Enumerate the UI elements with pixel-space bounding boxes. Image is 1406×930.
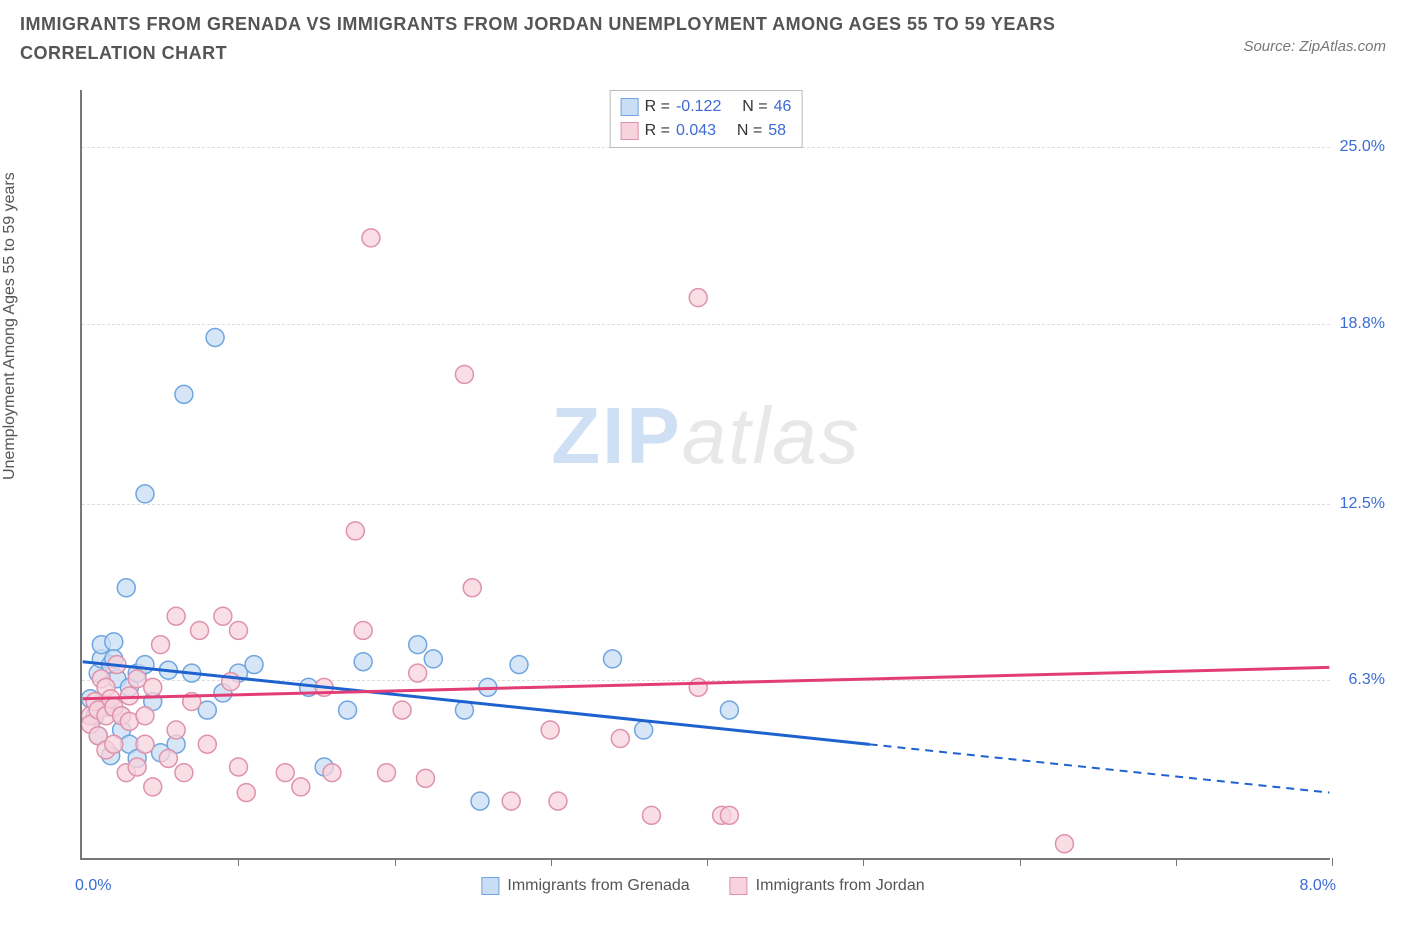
- data-point: [144, 778, 162, 796]
- data-point: [105, 735, 123, 753]
- legend-series: Immigrants from Grenada Immigrants from …: [481, 877, 924, 895]
- data-point: [120, 687, 138, 705]
- x-tick: [1332, 858, 1333, 866]
- legend-label: Immigrants from Jordan: [756, 877, 925, 895]
- x-tick: [1020, 858, 1021, 866]
- data-point: [362, 229, 380, 247]
- data-point: [346, 522, 364, 540]
- data-point: [549, 792, 567, 810]
- legend-label: Immigrants from Grenada: [507, 877, 689, 895]
- header: IMMIGRANTS FROM GRENADA VS IMMIGRANTS FR…: [0, 0, 1406, 68]
- x-tick: [1176, 858, 1177, 866]
- data-point: [128, 758, 146, 776]
- data-point: [409, 664, 427, 682]
- legend-item-jordan: Immigrants from Jordan: [730, 877, 925, 895]
- data-point: [117, 579, 135, 597]
- data-point: [689, 289, 707, 307]
- r-label: R =: [645, 119, 670, 143]
- r-label: R =: [645, 95, 670, 119]
- x-tick: [551, 858, 552, 866]
- data-point: [720, 806, 738, 824]
- data-point: [276, 764, 294, 782]
- chart-container: Unemployment Among Ages 55 to 59 years R…: [20, 80, 1386, 890]
- x-tick: [238, 858, 239, 866]
- data-point: [339, 701, 357, 719]
- data-point: [409, 636, 427, 654]
- n-value: 58: [768, 119, 786, 143]
- x-tick: [395, 858, 396, 866]
- y-axis-label: Unemployment Among Ages 55 to 59 years: [1, 172, 19, 480]
- data-point: [378, 764, 396, 782]
- data-point: [354, 653, 372, 671]
- data-point: [144, 678, 162, 696]
- data-point: [136, 735, 154, 753]
- data-point: [292, 778, 310, 796]
- swatch-jordan-icon: [730, 877, 748, 895]
- data-point: [1055, 835, 1073, 853]
- data-point: [237, 784, 255, 802]
- plot-area: R = -0.122 N = 46 R = 0.043 N = 58 ZIPat…: [80, 90, 1330, 860]
- r-value: -0.122: [676, 95, 721, 119]
- legend-stats: R = -0.122 N = 46 R = 0.043 N = 58: [610, 90, 803, 148]
- swatch-jordan: [621, 122, 639, 140]
- y-tick-label: 18.8%: [1340, 315, 1385, 333]
- data-point: [136, 707, 154, 725]
- data-point: [463, 579, 481, 597]
- n-label: N =: [742, 95, 767, 119]
- legend-row-jordan: R = 0.043 N = 58: [621, 119, 792, 143]
- data-point: [393, 701, 411, 719]
- chart-title: IMMIGRANTS FROM GRENADA VS IMMIGRANTS FR…: [20, 10, 1140, 68]
- data-point: [159, 749, 177, 767]
- x-axis-max-label: 8.0%: [1300, 877, 1336, 895]
- r-value: 0.043: [676, 119, 716, 143]
- scatter-svg: [82, 90, 1330, 858]
- data-point: [191, 621, 209, 639]
- data-point: [214, 607, 232, 625]
- data-point: [136, 485, 154, 503]
- source-attribution: Source: ZipAtlas.com: [1243, 38, 1386, 55]
- y-tick-label: 25.0%: [1340, 138, 1385, 156]
- data-point: [229, 621, 247, 639]
- data-point: [245, 656, 263, 674]
- data-point: [455, 365, 473, 383]
- data-point: [323, 764, 341, 782]
- data-point: [502, 792, 520, 810]
- data-point: [175, 764, 193, 782]
- data-point: [604, 650, 622, 668]
- legend-row-grenada: R = -0.122 N = 46: [621, 95, 792, 119]
- x-axis-min-label: 0.0%: [75, 877, 111, 895]
- data-point: [152, 636, 170, 654]
- data-point: [198, 735, 216, 753]
- swatch-grenada: [621, 98, 639, 116]
- data-point: [417, 769, 435, 787]
- data-point: [167, 607, 185, 625]
- data-point: [424, 650, 442, 668]
- data-point: [105, 633, 123, 651]
- swatch-grenada-icon: [481, 877, 499, 895]
- data-point: [354, 621, 372, 639]
- data-point: [642, 806, 660, 824]
- x-tick: [863, 858, 864, 866]
- data-point: [471, 792, 489, 810]
- data-point: [611, 730, 629, 748]
- data-point: [689, 678, 707, 696]
- data-point: [510, 656, 528, 674]
- legend-item-grenada: Immigrants from Grenada: [481, 877, 689, 895]
- y-tick-label: 6.3%: [1349, 671, 1385, 689]
- data-point: [720, 701, 738, 719]
- data-point: [167, 721, 185, 739]
- data-point: [635, 721, 653, 739]
- n-label: N =: [737, 119, 762, 143]
- data-point: [175, 385, 193, 403]
- data-point: [206, 328, 224, 346]
- data-point: [541, 721, 559, 739]
- x-tick: [707, 858, 708, 866]
- y-tick-label: 12.5%: [1340, 495, 1385, 513]
- data-point: [229, 758, 247, 776]
- n-value: 46: [774, 95, 792, 119]
